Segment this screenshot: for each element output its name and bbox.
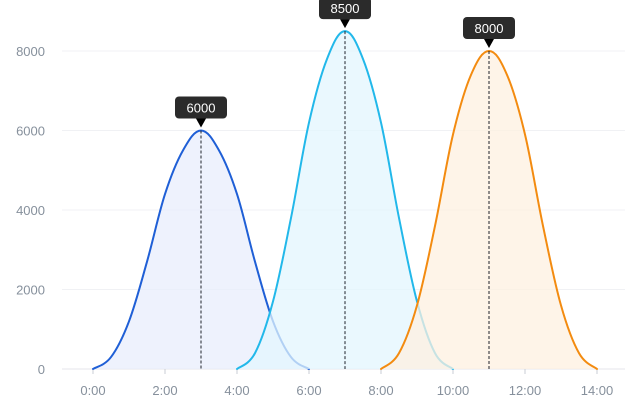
x-tick-label: 8:00 [368,383,393,398]
y-tick-label: 8000 [16,44,45,59]
series-2-area [237,31,453,369]
series-areas [92,30,598,370]
y-axis: 0 2000 4000 6000 8000 [16,44,45,377]
tooltip-box [463,17,515,39]
tooltip-pointer [340,19,350,29]
y-tick-label: 4000 [16,203,45,218]
x-tick-label: 14:00 [581,383,614,398]
tooltip-box [175,96,227,119]
x-tick-label: 6:00 [296,383,321,398]
tooltip-pointer [196,118,206,128]
series-3-area [381,51,597,369]
tooltip-pointer [484,39,494,48]
x-tick-label: 4:00 [224,383,249,398]
y-tick-label: 0 [38,362,45,377]
y-tick-label: 6000 [16,124,45,139]
tooltip-box [319,0,371,20]
tooltip-value: 8500 [331,1,360,16]
y-tick-label: 2000 [16,283,45,298]
peak-tooltips: 6000 8500 8000 [175,0,515,128]
x-tick-label: 12:00 [509,383,542,398]
tooltip-value: 8000 [475,21,504,36]
series-2-peak-tooltip: 8500 [319,0,371,29]
x-axis: 0:00 2:00 4:00 6:00 8:00 10:00 12:00 14:00 [80,369,613,398]
x-tick-label: 10:00 [437,383,470,398]
tooltip-value: 6000 [187,101,216,116]
x-tick-label: 0:00 [80,383,105,398]
series-3-peak-tooltip: 8000 [463,17,515,48]
x-tick-label: 2:00 [152,383,177,398]
series-1-peak-tooltip: 6000 [175,96,227,128]
series-1-area [93,130,309,369]
